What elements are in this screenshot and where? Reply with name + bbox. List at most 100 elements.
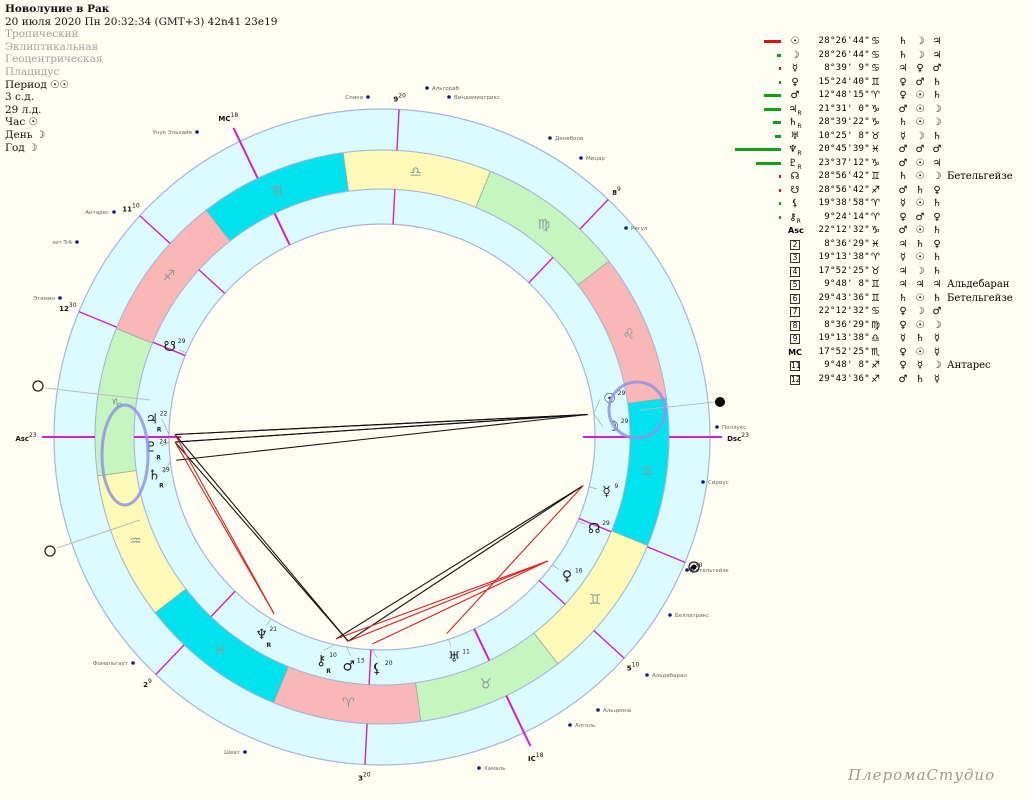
mars-glyph[interactable]: ♂ [343,659,356,675]
lunar-day: 29 л.д. [5,103,42,116]
table-row[interactable]: ☽ 28°26'44" ♋ ♄ ☽ ♃ [730,49,1030,62]
table-row[interactable]: ♇R 23°37'12" ♑ ♂ ☉ ♃ [730,157,1030,171]
point-glyph: ♃R [788,103,802,117]
planet-degree-label: 29 [162,467,170,474]
table-row[interactable]: 6 29°43'36" ♊ ♄ ☉ ♄ Бетельгейзе [730,292,1030,305]
chiron-glyph[interactable]: ⚷ [316,653,326,669]
table-row[interactable]: ♅ 10°25' 8" ♉ ☿ ☽ ♄ [730,130,1030,143]
ruler-glyph: ♀ [899,360,907,371]
table-row[interactable]: 9 19°13'38" ♎ ☿ ♄ ☿ [730,332,1030,345]
watermark: ПлеромаСтудио [848,766,996,784]
table-row[interactable]: ☊ 28°56'42" ♊ ♄ ☉ ☽ Бетельгейзе [730,170,1030,183]
house-cusp-line [198,269,226,294]
marker-line [44,387,151,401]
strength-bar [764,94,781,97]
ruler-glyph: ♃ [915,279,925,290]
saturn-glyph[interactable]: ♄ [148,468,161,484]
table-row[interactable]: ♀ 15°24'40" ♊ ♀ ♂ ♄ [730,76,1030,89]
fixed-star-dot [58,296,62,300]
uranus-glyph[interactable]: ♅ [448,649,461,665]
fixed-star-label: Альциона [603,708,631,714]
ruler-glyph: ♂ [898,373,908,385]
ruler-glyph: ☿ [933,333,941,344]
sign-glyph: ♈ [871,90,880,101]
year-ruler: Год ☽ [5,141,38,154]
zodiac-type[interactable]: Тропический [5,28,79,41]
house-cusp-line [364,723,368,765]
degree-value: 17°52'25" [818,346,870,357]
fixed-star-label: Унук Эльхайя [153,129,192,136]
sign-glyph: ♋ [871,306,880,317]
venus-glyph[interactable]: ♀ [562,568,572,584]
fixed-star-name: Бетельгейзе [947,292,1013,304]
table-row[interactable]: 12 29°43'36" ♐ ♂ ♄ ☿ [730,373,1030,386]
point-glyph: ♅ [790,130,800,142]
table-row[interactable]: 7 22°12'32" ♋ ♀ ☽ ♂ [730,305,1030,318]
table-row[interactable]: ♆R 20°45'39" ♓ ♂ ♂ ♂ [730,143,1030,157]
house-cusp-line [210,590,236,618]
ruler-glyph: ♀ [899,76,907,88]
ruler-glyph: ♄ [898,292,908,304]
moon-glyph[interactable]: ☽ [606,419,619,435]
degree-value: 12°48'15" [818,90,870,100]
degree-value: 23°37'12" [818,157,870,168]
ruler-glyph: ♂ [898,144,908,155]
mercury-glyph[interactable]: ☿ [602,484,611,500]
ruler-glyph: ☽ [915,130,925,142]
table-row[interactable]: ⚷R 9°24'14" ♈ ♀ ♂ ♀ [730,211,1030,225]
table-row[interactable]: ☿ 8°39' 9" ♋ ♃ ♀ ♂ [730,62,1030,75]
house-cusp-line [396,109,400,151]
ruler-glyph: ♀ [899,90,907,101]
fixed-star-dot [447,95,451,99]
table-row[interactable]: ♂ 12°48'15" ♈ ♀ ☉ ♄ [730,89,1030,102]
neptune-glyph[interactable]: ♆ [255,627,268,643]
fixed-star-label: Денебола [555,136,583,142]
table-row[interactable]: 3 19°13'38" ♈ ☿ ☉ ♄ [730,251,1030,264]
planet-degree-label: 16 [575,567,583,574]
ruler-glyph: ☿ [899,252,907,263]
table-row[interactable]: MC 17°52'25" ♏ ♀ ☉ ☿ [730,346,1030,359]
ruler-glyph: ♀ [899,346,907,358]
ruler-glyph: ♀ [899,211,907,223]
table-row[interactable]: 4 17°52'25" ♉ ♃ ☽ ♄ [730,265,1030,278]
planet-degree-label: 29 [602,520,610,527]
hour-ruler: Час ☉ [5,116,39,129]
aspect-line [372,560,548,645]
zodiac-sign-glyph: ♏ [272,183,285,199]
house-cusp-line [473,628,491,661]
fixed-star-dot [645,673,649,677]
degree-value: 19°13'38" [818,333,870,343]
planet-degree-label: 29 [178,338,186,345]
node-glyph[interactable]: ☊ [588,521,600,537]
coordinate-system[interactable]: Эклиптикальная [5,40,99,53]
table-row[interactable]: 2 8°36'29" ♓ ♃ ♄ ♀ [730,238,1030,251]
table-row[interactable]: ☉ 28°26'44" ♋ ♄ ☽ ♃ [730,35,1030,48]
table-row[interactable]: ⚸ 19°38'58" ♈ ☿ ☉ ♄ [730,197,1030,210]
ruler-glyph: ♃ [932,157,942,169]
house-system[interactable]: Плацидус [5,65,60,78]
table-row[interactable]: ♃R 21°31' 0" ♑ ♂ ☉ ☽ [730,103,1030,117]
ruler-glyph: ♂ [915,144,925,155]
lilith-glyph[interactable]: ⚸ [372,661,382,677]
ruler-glyph: ♄ [932,252,942,263]
center-type[interactable]: Геоцентрическая [5,53,103,66]
house-cusp-label: 1230 [59,302,77,313]
table-row[interactable]: 5 9°48' 8" ♊ ♃ ♃ ♃ Альдебаран [730,278,1030,291]
table-row[interactable]: ♄R 28°39'22" ♑ ♄ ☉ ☽ [730,116,1030,130]
table-row[interactable]: 11 9°48' 8" ♐ ♀ ☿ ☽ Антарес [730,359,1030,372]
snode-glyph[interactable]: ☋ [164,339,176,355]
table-row[interactable]: 8 8°36'29" ♍ ♀ ☉ ☽ [730,319,1030,332]
aspect-line [174,434,349,642]
strength-bar [778,67,781,70]
fictitious-point-marker [44,545,56,557]
fictitious-point-center [691,564,697,570]
sign-glyph: ♊ [871,292,880,304]
table-row[interactable]: ☋ 28°56'42" ♐ ♂ ♄ ♀ [730,184,1030,197]
degree-value: 17°52'25" [818,265,870,276]
jupiter-glyph[interactable]: ♃ [145,411,158,427]
ruler-glyph: ♂ [898,103,908,115]
sign-glyph: ♐ [871,360,880,371]
table-row[interactable]: Asc 22°12'32" ♑ ♂ ☉ ♄ [730,224,1030,237]
retrograde-mark: R [157,426,162,433]
